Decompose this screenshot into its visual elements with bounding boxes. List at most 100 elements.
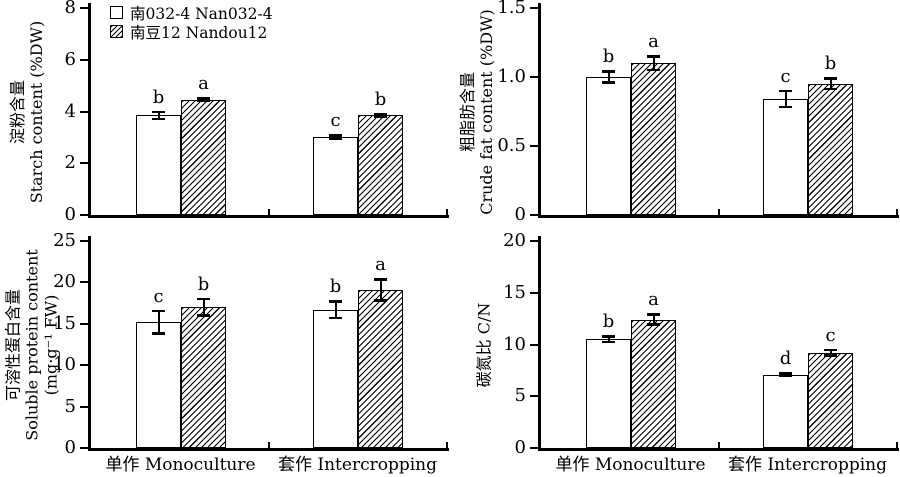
starch-content-error-cap-bottom — [329, 137, 342, 141]
soluble-protein-content-error-cap-top — [374, 278, 387, 281]
cn-ratio-error-bar — [607, 336, 610, 343]
cn-ratio-error-bar — [829, 349, 832, 356]
crude-fat-content-sig-letter: b — [824, 53, 837, 75]
crude-fat-content-error-cap-top — [602, 70, 615, 73]
starch-content-sig-letter: b — [374, 89, 387, 111]
crude-fat-content-error-bar — [652, 56, 655, 71]
cn-ratio-y-tick-label: 15 — [503, 281, 526, 303]
starch-content-y-tick-label: 8 — [64, 0, 76, 18]
cn-ratio-y-tick-label: 5 — [514, 385, 526, 407]
bar-crude-fat-content-series1-group0 — [631, 63, 676, 215]
crude-fat-content-error-bar — [829, 78, 832, 90]
soluble-protein-content-xcat-1: 套作 Intercropping — [277, 455, 437, 475]
starch-content-error-bar — [202, 98, 205, 102]
soluble-protein-content-y-tick-label: 0 — [64, 437, 76, 458]
legend-swatch-hatch-icon — [110, 25, 123, 38]
cn-ratio-y-tick — [530, 395, 538, 398]
soluble-protein-content-sig-letter: b — [197, 273, 210, 295]
bar-starch-content-series0-group1 — [313, 137, 358, 215]
soluble-protein-content-ylabel-text: 可溶性蛋白含量 Soluble protein content (mg·g⁻¹ FW… — [3, 248, 61, 441]
soluble-protein-content-error-bar — [334, 301, 337, 318]
cn-ratio-y-tick — [530, 240, 538, 242]
soluble-protein-content-error-cap-bottom — [197, 314, 210, 317]
soluble-protein-content-error-cap-top — [152, 309, 165, 313]
crude-fat-content-sig-letter: b — [602, 46, 615, 68]
soluble-protein-content-error-cap-top — [329, 300, 342, 303]
starch-content-y-tick — [80, 110, 88, 113]
cn-ratio-sig-letter: c — [825, 324, 836, 346]
cn-ratio-sig-letter: d — [779, 348, 792, 370]
starch-content-sig-letter: a — [198, 73, 209, 95]
crude-fat-content-y-tick-label: 1.0 — [497, 66, 526, 87]
starch-content-error-bar — [157, 111, 160, 120]
bar-crude-fat-content-series1-group1 — [808, 83, 853, 215]
crude-fat-content-sig-letter: c — [780, 65, 791, 87]
soluble-protein-content-error-bar — [379, 279, 382, 301]
soluble-protein-content-y-tick-label: 20 — [53, 271, 76, 293]
crude-fat-content-error-bar — [607, 71, 610, 83]
soluble-protein-content-y-axis — [88, 236, 91, 451]
crude-fat-content-x-axis — [538, 215, 899, 218]
cn-ratio-y-tick — [530, 291, 538, 294]
legend: 南032-4 Nan032-4 南豆12 Nandou12 — [110, 3, 273, 42]
soluble-protein-content-sig-letter: c — [153, 285, 164, 307]
starch-content-error-cap-top — [197, 97, 210, 100]
soluble-protein-content-error-cap-bottom — [374, 299, 387, 302]
soluble-protein-content-y-tick-label: 10 — [53, 354, 76, 376]
bar-starch-content-series0-group0 — [136, 115, 181, 215]
crude-fat-content-y-tick-label: 0.5 — [497, 135, 526, 156]
cn-ratio-error-cap-bottom — [647, 323, 660, 326]
cn-ratio-x-tick — [896, 442, 898, 448]
cn-ratio-error-cap-bottom — [602, 340, 615, 344]
cn-ratio-ylabel-text: 碳氮比 C/N — [474, 302, 494, 387]
soluble-protein-content-error-bar — [157, 310, 160, 334]
soluble-protein-content-xcat-0: 单作 Monoculture — [105, 455, 256, 475]
starch-content-sig-letter: b — [152, 86, 165, 108]
starch-content-y-tick — [80, 214, 88, 216]
cn-ratio-error-cap-top — [602, 335, 615, 338]
starch-content-x-tick — [446, 209, 448, 215]
crude-fat-content-error-cap-top — [779, 89, 792, 93]
crude-fat-content-x-tick — [896, 209, 898, 215]
starch-content-error-cap-top — [152, 110, 165, 113]
bar-cn-ratio-series0-group0 — [586, 339, 631, 448]
soluble-protein-content-x-tick — [267, 442, 270, 448]
soluble-protein-content-y-tick-label: 25 — [53, 230, 76, 251]
cn-ratio-error-cap-bottom — [779, 374, 792, 377]
starch-content-error-bar — [334, 135, 337, 140]
bar-soluble-protein-content-series0-group1 — [313, 309, 358, 448]
starch-content-sig-letter: c — [330, 110, 341, 132]
starch-content-error-cap-top — [374, 113, 387, 116]
cn-ratio-y-tick — [530, 343, 538, 346]
legend-item-nandou12: 南豆12 Nandou12 — [110, 22, 273, 42]
bar-soluble-protein-content-series1-group1 — [358, 289, 403, 448]
soluble-protein-content-y-tick-label: 5 — [64, 395, 76, 417]
cn-ratio-error-bar — [652, 314, 655, 325]
crude-fat-content-y-axis — [538, 3, 541, 218]
crude-fat-content-error-cap-bottom — [779, 105, 792, 109]
soluble-protein-content-y-tick — [80, 322, 88, 325]
crude-fat-content-y-tick-label: 1.5 — [497, 0, 526, 18]
cn-ratio-xcat-1: 套作 Intercropping — [727, 455, 887, 475]
crude-fat-content-error-cap-bottom — [602, 81, 615, 84]
bar-cn-ratio-series0-group1 — [763, 374, 808, 448]
starch-content-error-cap-bottom — [152, 117, 165, 121]
crude-fat-content-error-cap-bottom — [824, 87, 837, 91]
starch-content-error-cap-bottom — [374, 115, 387, 118]
cn-ratio-y-axis — [538, 236, 541, 451]
crude-fat-content-y-tick-label: 0 — [514, 204, 526, 225]
starch-content-error-cap-top — [329, 134, 342, 137]
soluble-protein-content-y-tick — [80, 240, 88, 242]
soluble-protein-content-error-cap-bottom — [329, 316, 342, 319]
legend-label-nandou12: 南豆12 Nandou12 — [130, 23, 268, 42]
cn-ratio-error-cap-top — [647, 313, 660, 316]
cn-ratio-y-tick-label: 20 — [503, 230, 526, 251]
cn-ratio-xcat-0: 单作 Monoculture — [555, 455, 706, 475]
soluble-protein-content-sig-letter: a — [375, 254, 386, 276]
cn-ratio-sig-letter: a — [648, 289, 659, 311]
starch-content-y-tick-label: 4 — [64, 100, 76, 122]
cn-ratio-sig-letter: b — [602, 311, 615, 333]
soluble-protein-content-y-tick — [80, 364, 88, 367]
bar-soluble-protein-content-series1-group0 — [181, 307, 226, 448]
crude-fat-content-error-cap-top — [647, 55, 660, 58]
